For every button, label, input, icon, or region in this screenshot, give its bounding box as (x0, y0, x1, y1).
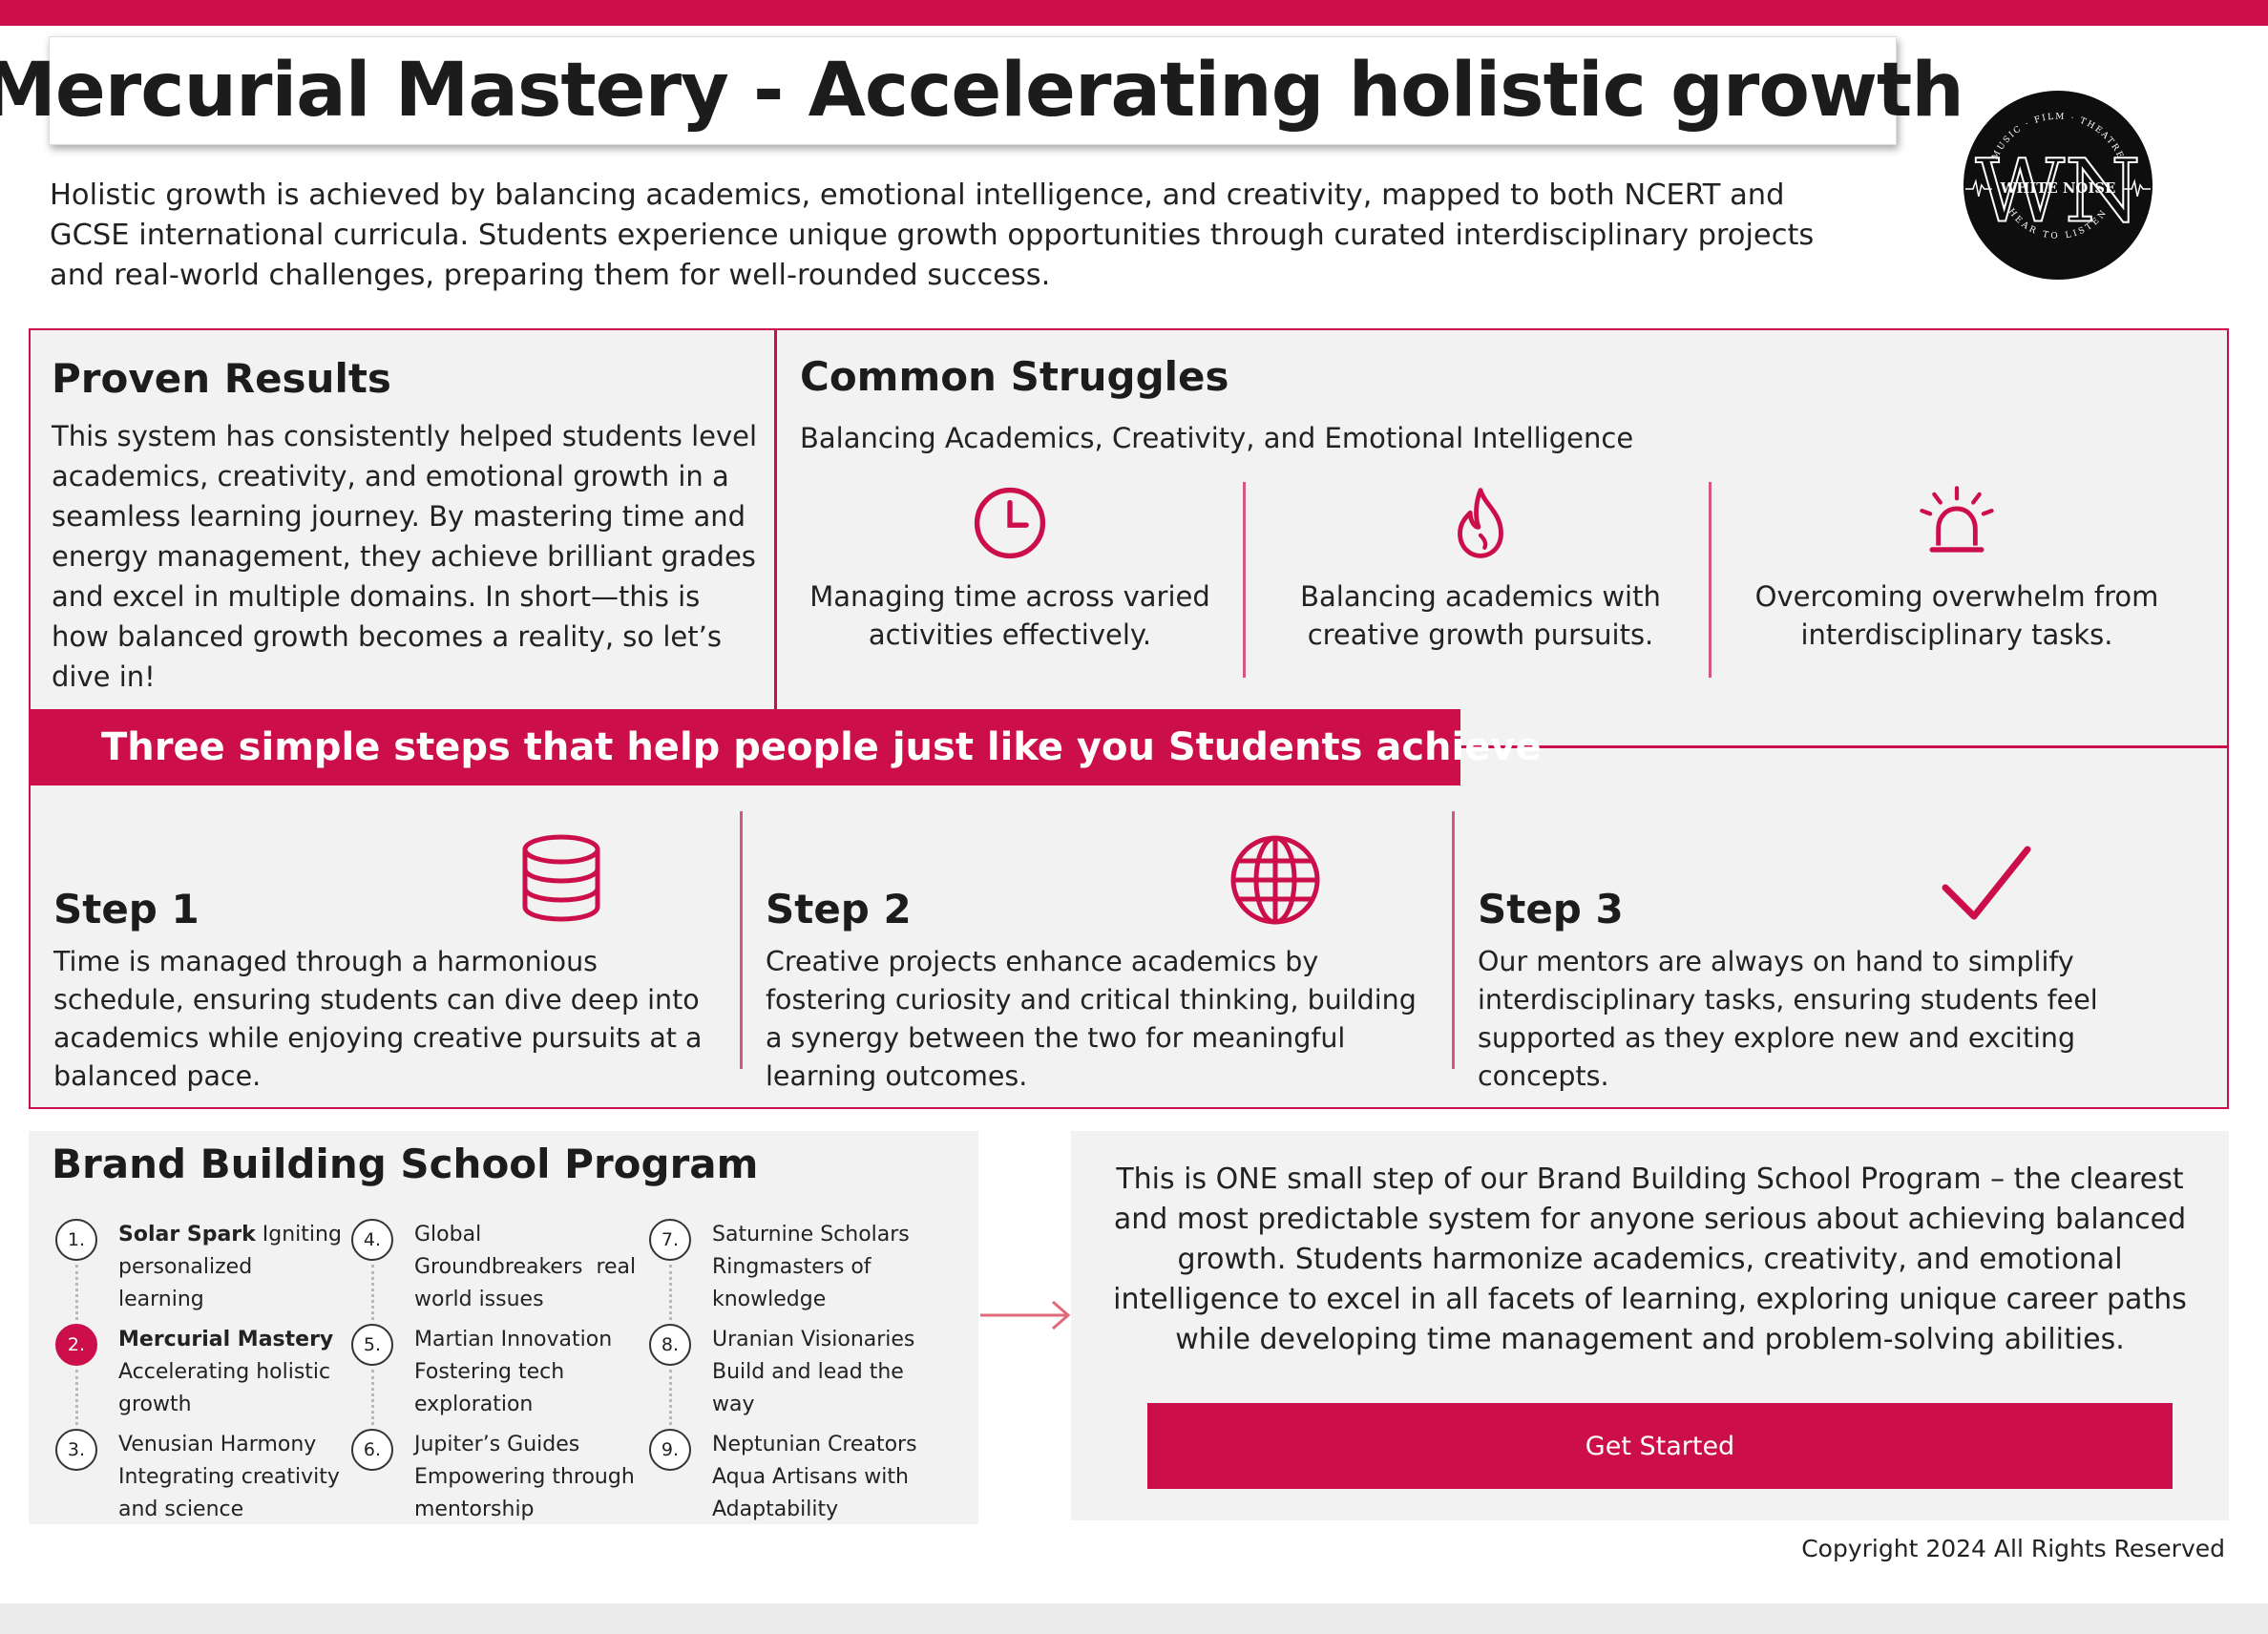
flame-icon (1458, 488, 1503, 558)
program-item-text: Venusian Harmony Integrating creativity … (118, 1433, 340, 1521)
step-divider (740, 811, 743, 1069)
program-column-2: 4. Global Groundbreakers real world issu… (351, 1219, 638, 1534)
step-2: Step 2 Creative projects enhance academi… (741, 821, 1417, 1092)
dotted-connector (371, 1265, 374, 1320)
program-item-text: Neptunian Creators Aqua Artisans with Ad… (712, 1433, 917, 1521)
clock-icon (974, 487, 1046, 559)
struggle-text: Managing time across varied activities e… (809, 580, 1210, 651)
program-item[interactable]: 5. Martian Innovation Fostering tech exp… (351, 1324, 638, 1429)
dotted-connector (669, 1370, 672, 1425)
struggles-bottom-border (1460, 745, 2229, 748)
program-item-text: Solar Spark Igniting personalized learni… (118, 1223, 342, 1311)
struggle-divider (1709, 482, 1712, 678)
program-panel: Brand Building School Program 1. Solar S… (29, 1131, 978, 1524)
program-item-text: Jupiter’s Guides Empowering through ment… (414, 1433, 635, 1521)
dotted-connector (371, 1370, 374, 1425)
step-1: Step 1 Time is managed through a harmoni… (29, 821, 703, 1092)
step-number: 6. (351, 1429, 393, 1471)
common-struggles-title: Common Struggles (800, 353, 1229, 400)
program-column-1: 1. Solar Spark Igniting personalized lea… (55, 1219, 342, 1534)
struggle-text: Balancing academics with creative growth… (1300, 580, 1661, 651)
checkmark-icon (1942, 846, 2031, 920)
program-item-text: Global Groundbreakers real world issues (414, 1223, 643, 1311)
program-item-text: Saturnine Scholars Ringmasters of knowle… (712, 1223, 910, 1311)
program-item-text: Mercurial Mastery Accelerating holistic … (118, 1328, 334, 1416)
dotted-connector (75, 1370, 78, 1425)
top-accent-bar (0, 0, 2268, 26)
copyright-text: Copyright 2024 All Rights Reserved (1801, 1535, 2225, 1562)
step-number: 1. (55, 1219, 97, 1261)
step-number: 2. (55, 1324, 97, 1366)
struggle-divider (1243, 482, 1246, 678)
program-item-active[interactable]: 2. Mercurial Mastery Accelerating holist… (55, 1324, 342, 1429)
title-card: Mercurial Mastery - Accelerating holisti… (0, 36, 1964, 145)
step-3: Step 3 Our mentors are always on hand to… (1453, 821, 2121, 1092)
dotted-connector (669, 1265, 672, 1320)
program-title: Brand Building School Program (52, 1141, 759, 1187)
proven-results-text: This system has consistently helped stud… (52, 420, 758, 693)
database-icon (522, 834, 600, 922)
struggle-text: Overcoming overwhelm from interdisciplin… (1754, 580, 2159, 651)
steps-banner-text: Three simple steps that help people just… (101, 725, 1542, 769)
struggle-item-time: Managing time across varied activities e… (800, 482, 1220, 678)
page-title: Mercurial Mastery - Accelerating holisti… (0, 48, 1964, 134)
step-divider (1452, 811, 1455, 1069)
step-number: 3. (55, 1429, 97, 1471)
program-item[interactable]: 9. Neptunian Creators Aqua Artisans with… (649, 1429, 935, 1534)
program-item[interactable]: 4. Global Groundbreakers real world issu… (351, 1219, 638, 1324)
step-number: 5. (351, 1324, 393, 1366)
program-column-3: 7. Saturnine Scholars Ringmasters of kno… (649, 1219, 935, 1534)
intro-text: Holistic growth is achieved by balancing… (50, 178, 1815, 292)
program-item[interactable]: 3. Venusian Harmony Integrating creativi… (55, 1429, 342, 1534)
globe-icon (1230, 835, 1320, 925)
step-title: Step 1 (53, 886, 200, 932)
step-text: Our mentors are always on hand to simpli… (1478, 946, 2098, 1092)
proven-results-panel: Proven Results This system has consisten… (29, 328, 777, 710)
svg-text:WN: WN (1975, 141, 2140, 242)
get-started-button[interactable]: Get Started (1147, 1403, 2173, 1489)
step-text: Time is managed through a harmonious sch… (53, 946, 703, 1092)
cta-text: This is ONE small step of our Brand Buil… (1113, 1163, 2187, 1356)
step-number: 4. (351, 1219, 393, 1261)
steps-banner: Three simple steps that help people just… (29, 709, 1542, 786)
common-struggles-subtitle: Balancing Academics, Creativity, and Emo… (800, 422, 1634, 454)
step-number: 8. (649, 1324, 691, 1366)
program-item-text: Martian Innovation Fostering tech explor… (414, 1328, 613, 1416)
program-item[interactable]: 8. Uranian Visionaries Build and lead th… (649, 1324, 935, 1429)
struggle-item-balance: Balancing academics with creative growth… (1260, 482, 1701, 678)
program-item[interactable]: 1. Solar Spark Igniting personalized lea… (55, 1219, 342, 1324)
dotted-connector (75, 1265, 78, 1320)
program-item[interactable]: 7. Saturnine Scholars Ringmasters of kno… (649, 1219, 935, 1324)
alarm-icon (1920, 486, 1994, 553)
proven-results-title: Proven Results (52, 355, 391, 402)
step-title: Step 3 (1478, 886, 1624, 932)
logo-wordmark: WHITE NOISE (2000, 179, 2116, 197)
step-title: Step 2 (766, 886, 912, 932)
step-number: 7. (649, 1219, 691, 1261)
program-item-text: Uranian Visionaries Build and lead the w… (712, 1328, 915, 1416)
arrow-right-icon (980, 1300, 1071, 1330)
struggle-item-overwhelm: Overcoming overwhelm from interdisciplin… (1728, 482, 2186, 678)
white-noise-logo: MUSIC · FILM · THEATRE WN WHITE NOISE HE… (1964, 91, 2152, 280)
step-number: 9. (649, 1429, 691, 1471)
program-item[interactable]: 6. Jupiter’s Guides Empowering through m… (351, 1429, 638, 1534)
step-text: Creative projects enhance academics by f… (766, 946, 1417, 1092)
